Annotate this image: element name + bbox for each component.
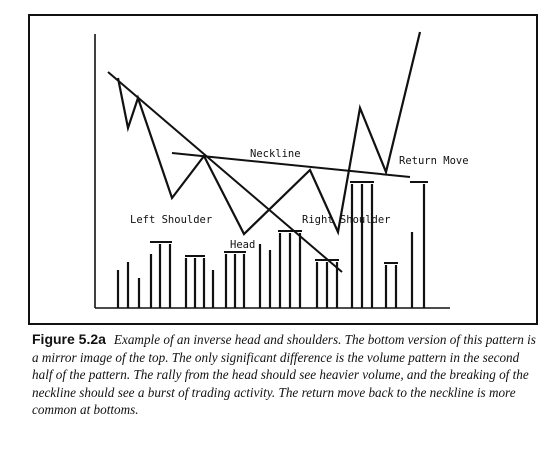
figure-caption: Figure 5.2a Example of an inverse head an… bbox=[32, 331, 538, 419]
figure-frame bbox=[28, 14, 538, 325]
volume-average-caps bbox=[150, 181, 428, 264]
head-label: Head bbox=[230, 239, 255, 251]
caption-text: Example of an inverse head and shoulders… bbox=[32, 332, 536, 417]
figure-number: Figure 5.2a bbox=[32, 331, 106, 347]
volume-bars bbox=[116, 184, 426, 308]
neckline-line bbox=[171, 152, 411, 178]
left-shoulder-label: Left Shoulder bbox=[130, 214, 212, 226]
return-move-label: Return Move bbox=[399, 155, 469, 167]
neckline-label: Neckline bbox=[250, 148, 301, 160]
descending-trendline bbox=[107, 71, 343, 273]
right-shoulder-label: Right Shoulder bbox=[302, 214, 391, 226]
price-path bbox=[116, 31, 422, 236]
